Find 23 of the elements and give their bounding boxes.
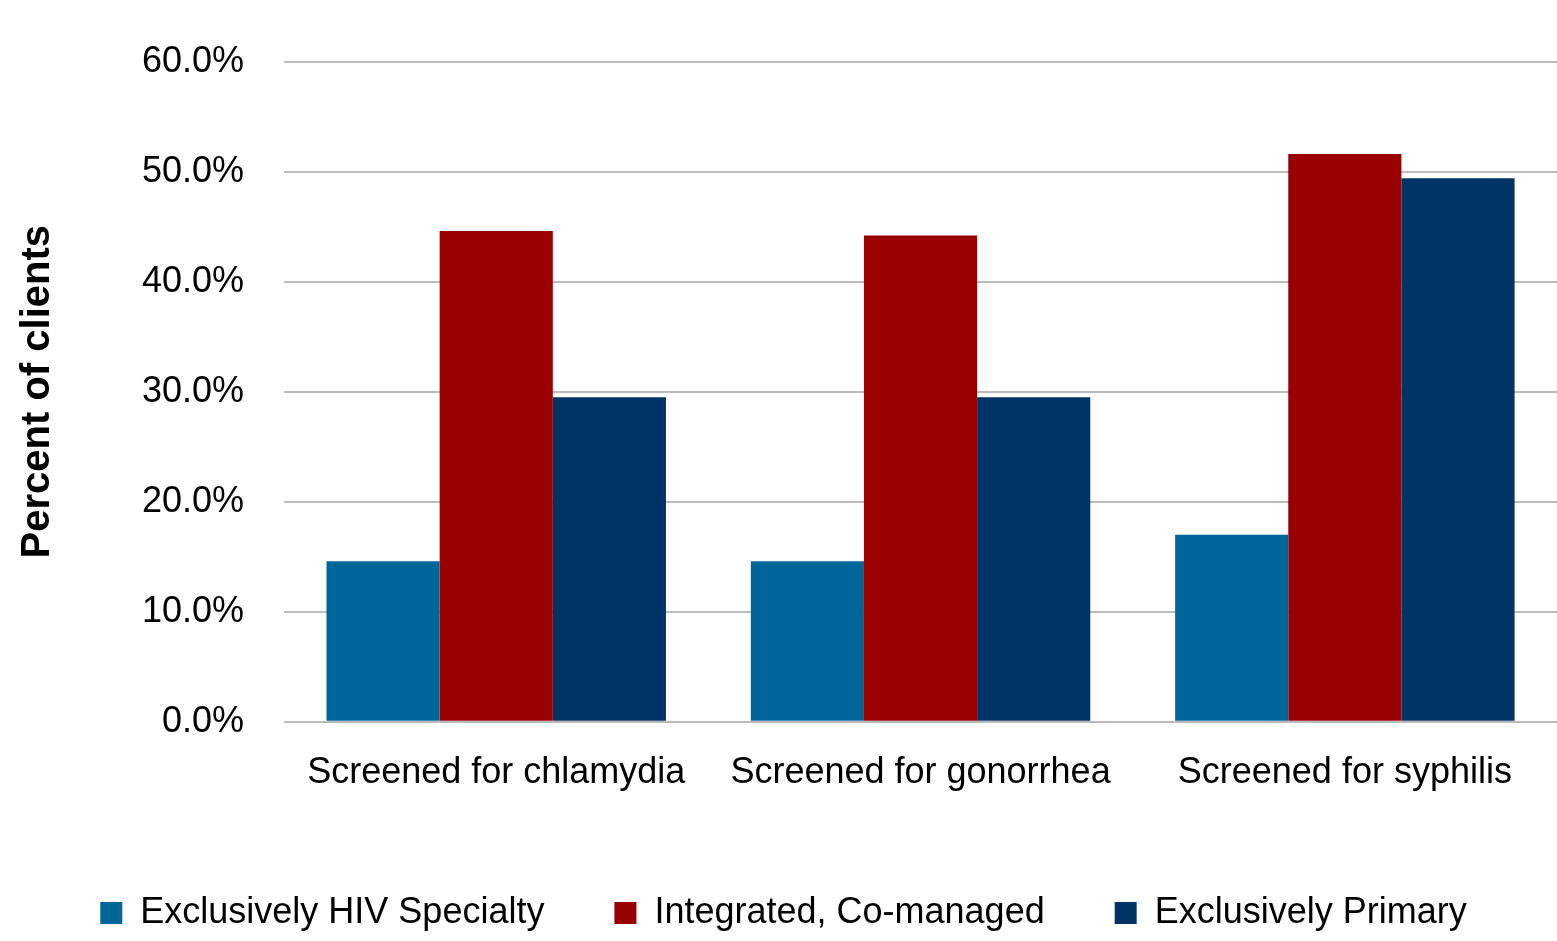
y-tick-label: 10.0% <box>142 588 245 630</box>
bar <box>326 561 440 721</box>
y-tick-label: 40.0% <box>142 258 245 300</box>
y-axis-title: Percent of clients <box>13 224 58 559</box>
y-tick-label: 0.0% <box>162 698 245 740</box>
legend-label: Exclusively Primary <box>1154 889 1467 931</box>
bar <box>1175 534 1289 721</box>
bar <box>1401 178 1515 721</box>
bar <box>439 231 553 721</box>
bar <box>552 397 666 721</box>
y-tick-label: 20.0% <box>142 478 245 520</box>
x-tick-label: Screened for gonorrhea <box>730 750 1112 792</box>
y-tick-label: 50.0% <box>142 148 245 190</box>
bar <box>863 235 978 721</box>
y-tick-label: 60.0% <box>142 38 245 80</box>
y-tick-label: 30.0% <box>142 368 245 410</box>
x-tick-label: Screened for syphilis <box>1177 750 1512 792</box>
bar <box>750 561 864 721</box>
x-tick-label: Screened for chlamydia <box>307 750 687 792</box>
legend-label: Exclusively HIV Specialty <box>140 889 545 931</box>
legend-label: Integrated, Co-managed <box>654 889 1045 931</box>
bar <box>1288 154 1402 721</box>
bar <box>977 397 1091 721</box>
